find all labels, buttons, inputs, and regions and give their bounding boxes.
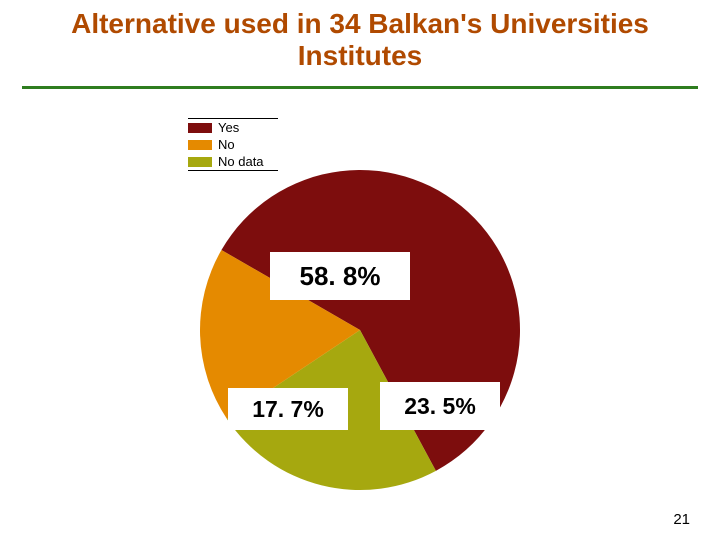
title-underline [22,86,698,89]
pie-chart [198,168,522,492]
legend-item: No data [188,153,278,170]
legend-swatch [188,123,212,133]
legend-swatch [188,140,212,150]
slide-title: Alternative used in 34 Balkan's Universi… [0,8,720,72]
pie-value-label: 23. 5% [380,382,500,430]
legend-swatch [188,157,212,167]
legend-label: Yes [218,120,239,135]
legend-rows: Yes No No data [188,119,278,170]
chart-legend: Yes No No data [188,118,278,171]
legend-label: No data [218,154,264,169]
pie-value-label: 17. 7% [228,388,348,430]
page-number: 21 [673,511,690,528]
legend-label: No [218,137,235,152]
legend-divider-bottom [188,170,278,171]
legend-item: Yes [188,119,278,136]
legend-item: No [188,136,278,153]
pie-value-label: 58. 8% [270,252,410,300]
